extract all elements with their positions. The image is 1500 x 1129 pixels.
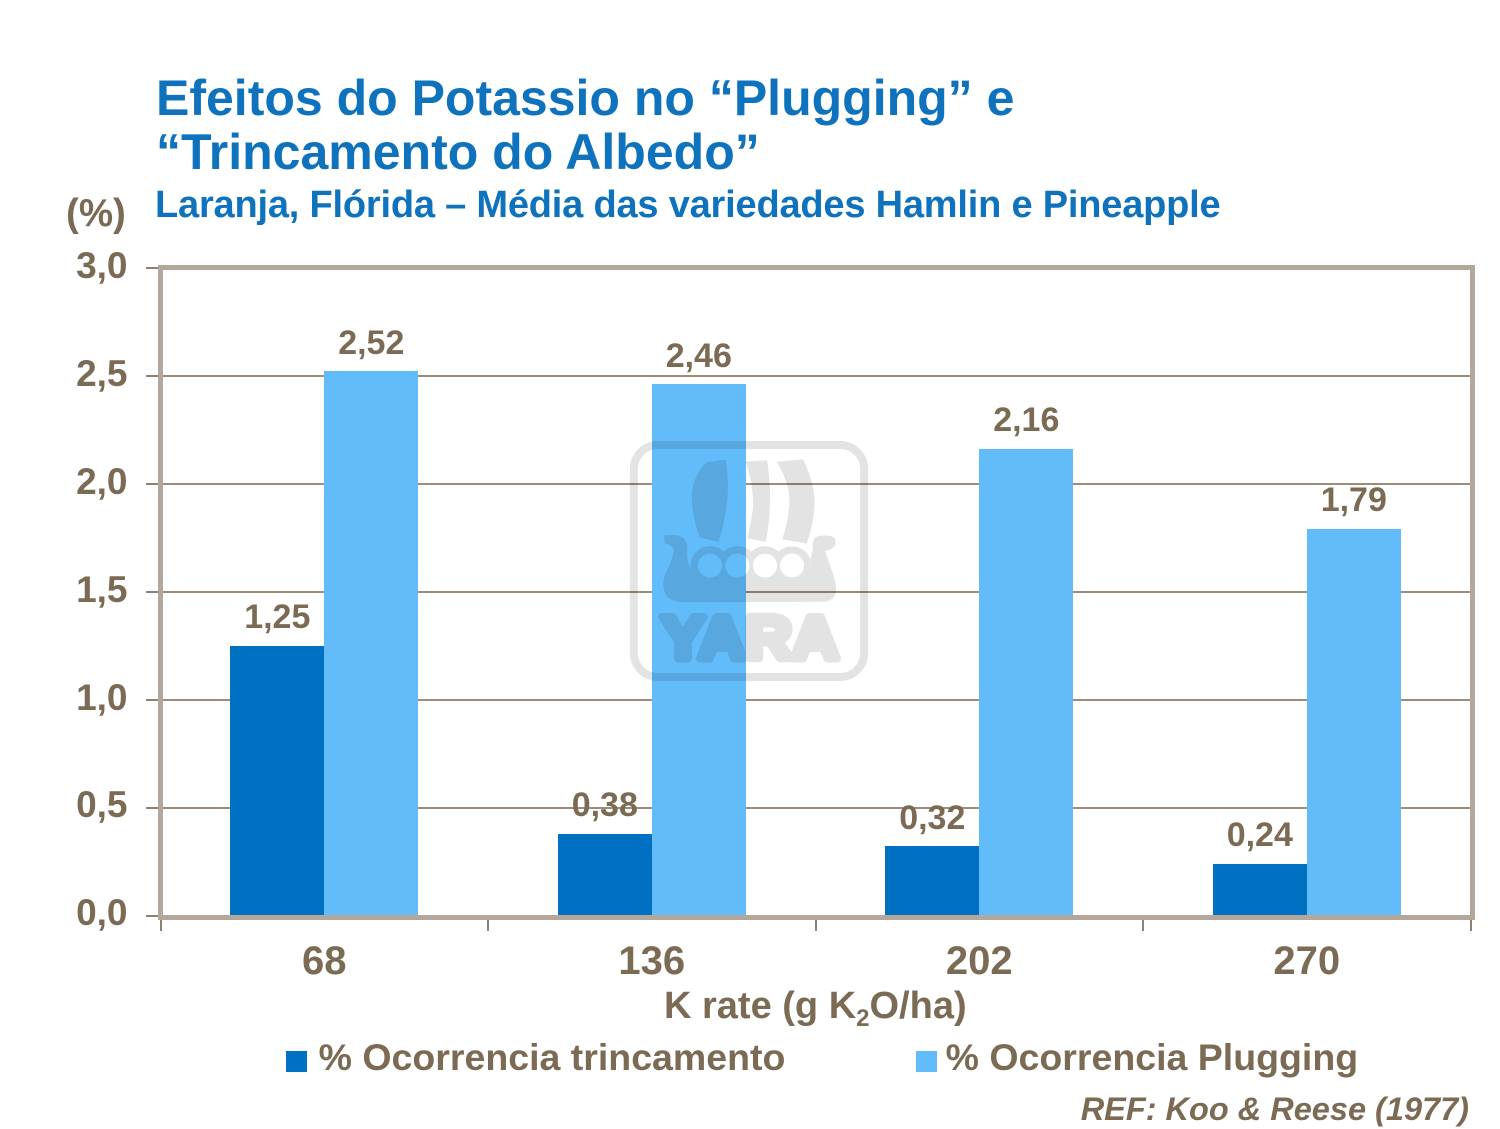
svg-text:YARA: YARA (662, 605, 839, 672)
